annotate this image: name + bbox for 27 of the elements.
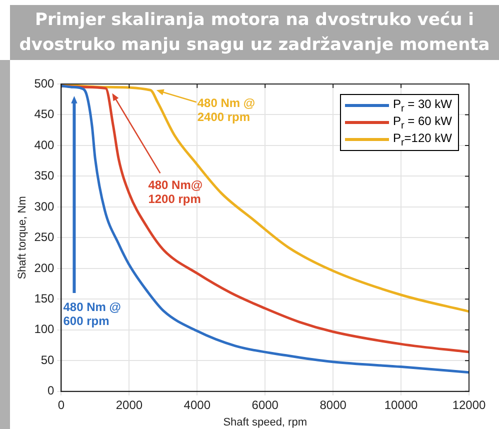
x-tick-label: 8000 xyxy=(320,398,347,412)
legend-label: P$_{r}$ = 60 kW xyxy=(392,114,452,132)
annotation: 480 Nm @ 600 rpm xyxy=(63,300,121,328)
y-tick-label: 300 xyxy=(34,199,55,214)
annotation: 480 Nm@ 1200 rpm xyxy=(148,178,203,206)
y-tick-label: 100 xyxy=(34,322,55,336)
y-tick-label: 400 xyxy=(34,138,55,152)
y-tick-label: 50 xyxy=(40,352,55,367)
x-tick-label: 2000 xyxy=(116,398,143,412)
x-tick-label: 12000 xyxy=(452,398,486,412)
x-tick-label: 10000 xyxy=(384,398,418,412)
x-tick-label: 4000 xyxy=(184,398,211,412)
y-axis-title: Shaft torque, Nm xyxy=(16,196,29,280)
legend-label: P$_{r}$ = 30 kW xyxy=(392,96,452,114)
y-tick-label: 450 xyxy=(34,107,55,122)
y-tick-label: 150 xyxy=(34,291,55,306)
chart-title: Primjer skaliranja motora na dvostruko veću i dvostruko manju snagu uz zadržavanje momenta xyxy=(10,5,499,60)
y-tick-label: 200 xyxy=(34,260,55,275)
x-axis-title: Shaft speed, rpm xyxy=(223,416,307,428)
x-tick-label: 0 xyxy=(58,398,65,412)
annotation: 480 Nm @ 2400 rpm xyxy=(197,96,256,124)
y-tick-label: 500 xyxy=(34,76,55,90)
y-tick-label: 0 xyxy=(48,384,55,398)
x-tick-label: 6000 xyxy=(252,398,279,412)
legend-label: P$_{r}$=120 kW xyxy=(392,130,452,148)
y-tick-label: 350 xyxy=(34,168,55,183)
y-tick-label: 250 xyxy=(34,230,55,244)
